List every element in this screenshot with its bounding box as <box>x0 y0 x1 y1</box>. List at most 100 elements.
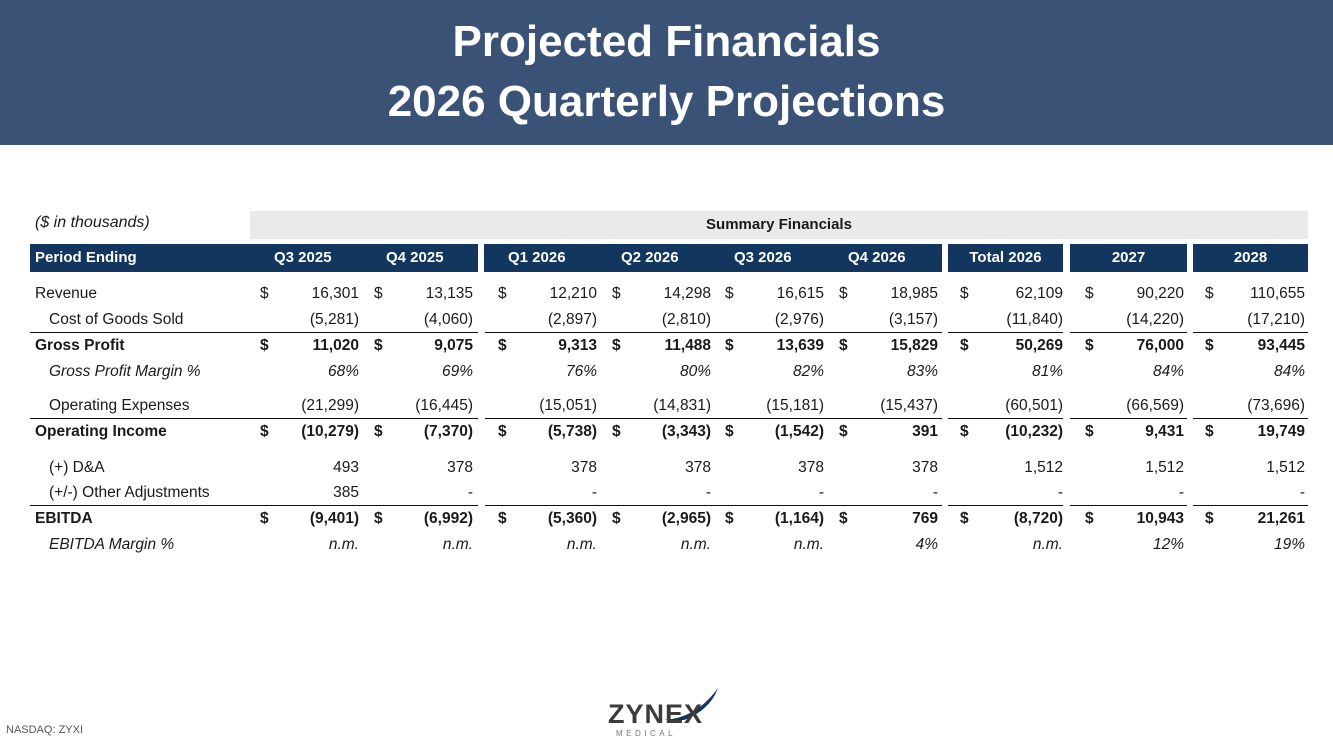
currency-symbol: $ <box>260 423 269 440</box>
table-cell: (4,060) <box>423 311 473 328</box>
currency-symbol: $ <box>1085 510 1094 527</box>
subtotal-rule-gross-profit-4 <box>1193 332 1308 333</box>
currency-symbol: $ <box>1205 337 1214 354</box>
table-cell: 4% <box>915 536 938 553</box>
table-cell: 83% <box>906 363 938 380</box>
column-header-q3-2025: Q3 2025 <box>274 249 332 266</box>
subtotal-rule-operating-income-3 <box>1070 418 1187 419</box>
table-row-d-and-a: (+) D&A 493 378 378 378 378 378 1,512 1,512 1,512 <box>0 456 1333 480</box>
table-cell: 14,298 <box>663 285 711 302</box>
table-cell: 15,829 <box>890 337 938 354</box>
subtotal-rule-operating-income-0 <box>250 418 478 419</box>
table-row-gross-profit: Gross Profit $11,020 $9,075 $9,313 $11,488 $1… <box>0 334 1333 358</box>
column-header-q4-2025: Q4 2025 <box>386 249 444 266</box>
table-cell: 9,431 <box>1145 423 1184 440</box>
row-label: Operating Expenses <box>49 397 190 414</box>
table-cell: 18,985 <box>890 285 938 302</box>
table-cell: (9,401) <box>309 510 359 527</box>
table-cell: 13,135 <box>425 285 473 302</box>
row-label: Gross Profit Margin % <box>49 363 201 380</box>
currency-symbol: $ <box>725 337 734 354</box>
table-cell: 84% <box>1152 363 1184 380</box>
subtotal-rule-ebitda-0 <box>250 505 478 506</box>
currency-symbol: $ <box>374 423 383 440</box>
subtotal-rule-operating-income-2 <box>948 418 1063 419</box>
column-header-q2-2026: Q2 2026 <box>621 249 679 266</box>
units-note: ($ in thousands) <box>35 214 150 231</box>
table-cell: (15,437) <box>880 397 938 414</box>
table-cell: 1,512 <box>1145 459 1184 476</box>
currency-symbol: $ <box>612 337 621 354</box>
currency-symbol: $ <box>260 285 269 302</box>
table-cell: 13,639 <box>776 337 824 354</box>
subtotal-rule-label-ebitda <box>30 505 250 506</box>
currency-symbol: $ <box>839 285 848 302</box>
currency-symbol: $ <box>960 423 969 440</box>
table-cell: 378 <box>571 459 597 476</box>
table-cell: 62,109 <box>1015 285 1063 302</box>
table-cell: (14,831) <box>653 397 711 414</box>
table-row-other-adjustments: (+/-) Other Adjustments 385 - - - - - - - - <box>0 481 1333 505</box>
table-cell: 68% <box>327 363 359 380</box>
table-cell: - <box>1299 484 1305 501</box>
table-cell: 84% <box>1273 363 1305 380</box>
table-cell: 378 <box>798 459 824 476</box>
table-cell: (1,164) <box>774 510 824 527</box>
table-cell: 1,512 <box>1266 459 1305 476</box>
subtotal-rule-label-operating-income <box>30 418 250 419</box>
table-cell: - <box>467 484 473 501</box>
table-cell: 69% <box>441 363 473 380</box>
page-title: Projected Financials <box>452 17 881 66</box>
nasdaq-ticker: NASDAQ: ZYXI <box>6 724 84 736</box>
currency-symbol: $ <box>1085 337 1094 354</box>
header-bar-2026-quarters: Q1 2026 Q2 2026 Q3 2026 Q4 2026 <box>484 244 942 272</box>
table-cell: - <box>1057 484 1063 501</box>
table-cell: 11,020 <box>312 337 359 354</box>
subtotal-rule-operating-income-4 <box>1193 418 1308 419</box>
table-cell: (17,210) <box>1247 311 1305 328</box>
row-label: EBITDA <box>35 510 93 527</box>
row-label: (+) D&A <box>49 459 105 476</box>
row-label: (+/-) Other Adjustments <box>49 484 210 501</box>
table-cell: (5,738) <box>547 423 597 440</box>
row-label: Revenue <box>35 285 98 302</box>
column-header-q1-2026: Q1 2026 <box>508 249 566 266</box>
currency-symbol: $ <box>612 510 621 527</box>
table-cell: (73,696) <box>1247 397 1305 414</box>
logo-swoosh-icon <box>660 688 718 720</box>
currency-symbol: $ <box>498 423 507 440</box>
table-cell: n.m. <box>680 536 711 553</box>
subtotal-rule-ebitda-1 <box>485 505 942 506</box>
table-row-revenue: Revenue $16,301 $13,135 $12,210 $14,298 $16,6… <box>0 282 1333 306</box>
currency-symbol: $ <box>725 423 734 440</box>
currency-symbol: $ <box>260 510 269 527</box>
table-row-gross-margin: Gross Profit Margin % 68% 69% 76% 80% 82% 83% 8… <box>0 360 1333 384</box>
table-cell: (2,965) <box>661 510 711 527</box>
table-cell: 16,615 <box>776 285 824 302</box>
table-cell: 19% <box>1273 536 1305 553</box>
table-cell: 19,749 <box>1257 423 1305 440</box>
table-cell: (14,220) <box>1126 311 1184 328</box>
table-cell: (6,992) <box>423 510 473 527</box>
table-cell: n.m. <box>1032 536 1063 553</box>
table-cell: 493 <box>333 459 359 476</box>
currency-symbol: $ <box>839 337 848 354</box>
row-label: Operating Income <box>35 423 167 440</box>
table-cell: 10,943 <box>1136 510 1184 527</box>
table-cell: 82% <box>792 363 824 380</box>
table-cell: 16,301 <box>311 285 359 302</box>
table-cell: - <box>591 484 597 501</box>
table-cell: (7,370) <box>423 423 473 440</box>
table-cell: (15,051) <box>539 397 597 414</box>
table-cell: - <box>1178 484 1184 501</box>
subtotal-rule-gross-profit-3 <box>1070 332 1187 333</box>
table-cell: 769 <box>912 510 938 527</box>
table-cell: (2,810) <box>661 311 711 328</box>
table-cell: 9,313 <box>558 337 597 354</box>
currency-symbol: $ <box>1085 423 1094 440</box>
title-banner: Projected Financials 2026 Quarterly Proj… <box>0 0 1333 145</box>
table-cell: (16,445) <box>415 397 473 414</box>
currency-symbol: $ <box>839 423 848 440</box>
table-cell: 378 <box>447 459 473 476</box>
table-cell: 76% <box>565 363 597 380</box>
